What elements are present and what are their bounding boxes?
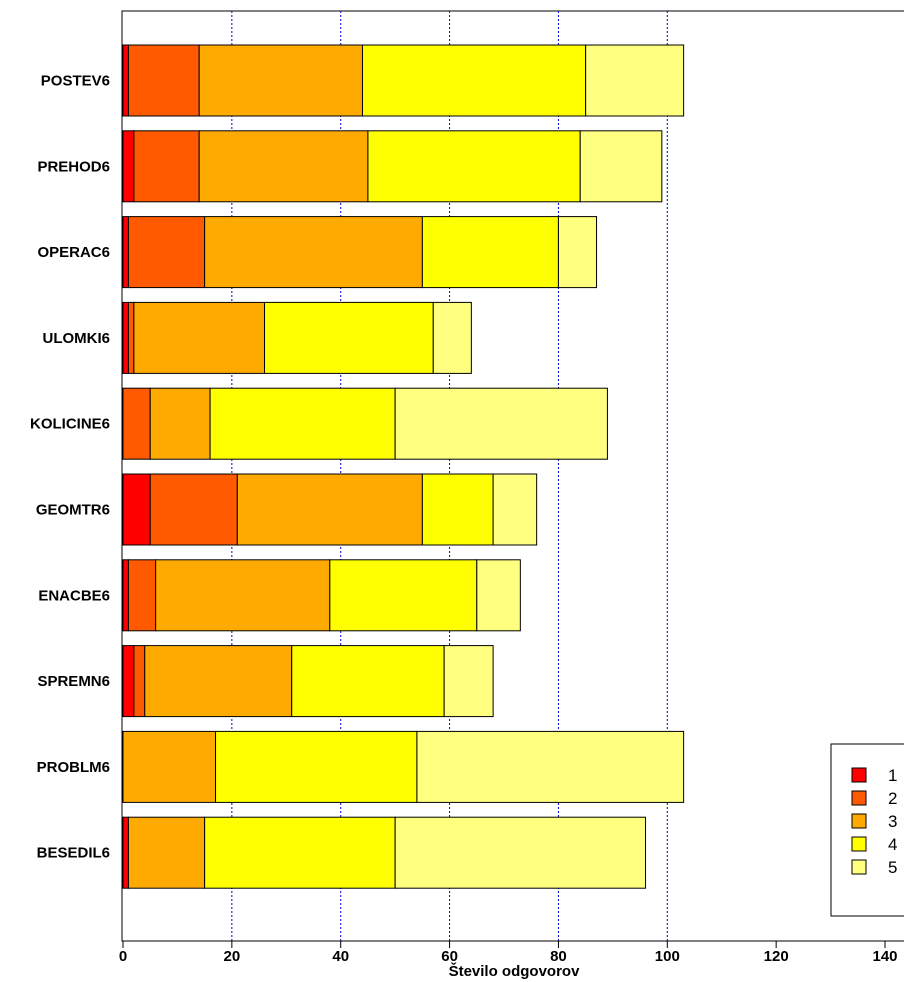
bar-segment-GEOMTR6-3 (236, 473, 423, 546)
x-axis: 0 20 40 60 80 100 120 140 (119, 940, 904, 965)
bar-segment-PROBLM6-5 (416, 730, 685, 803)
bar-segment-BESEDIL6-4 (204, 816, 396, 889)
bar-segment-KOLICINE6-3 (149, 387, 211, 460)
legend-label: 5 (888, 858, 897, 877)
bar-segment-SPREMN6-3 (144, 645, 293, 718)
bar-segment-GEOMTR6-2 (149, 473, 238, 546)
bar-segment-SPREMN6-5 (443, 645, 494, 718)
bar-segment-POSTEV6-4 (361, 44, 587, 117)
bar-segment-ULOMKI6-2 (127, 301, 135, 374)
legend-label: 4 (888, 835, 897, 854)
category-label: KOLICINE6 (30, 416, 110, 433)
bar-segment-PROBLM6-4 (215, 730, 418, 803)
legend-swatch (851, 767, 867, 783)
x-tick-label: 40 (332, 948, 349, 965)
category-labels: POSTEV6 PREHOD6 OPERAC6 ULOMKI6 KOLICINE6 GEO… (30, 73, 110, 862)
bar-segment-POSTEV6-3 (198, 44, 363, 117)
category-label: OPERAC6 (37, 244, 110, 261)
bar-segment-OPERAC6-3 (204, 216, 423, 289)
x-tick-label: 140 (873, 948, 898, 965)
bar-segment-ENACBE6-4 (329, 559, 478, 632)
bar-segment-OPERAC6-4 (421, 216, 559, 289)
category-label: BESEDIL6 (37, 845, 110, 862)
legend-swatch (851, 836, 867, 852)
category-label: ULOMKI6 (43, 330, 111, 347)
legend: 1 2 3 4 5 (830, 743, 904, 917)
bar-segment-GEOMTR6-1 (122, 473, 151, 546)
bar-segment-SPREMN6-4 (291, 645, 445, 718)
category-label: SPREMN6 (37, 673, 110, 690)
bar-segment-PREHOD6-2 (133, 130, 200, 203)
bar-segment-PREHOD6-4 (367, 130, 581, 203)
category-label: PREHOD6 (37, 158, 110, 175)
bar-segment-ENACBE6-2 (127, 559, 157, 632)
bar-segment-ULOMKI6-3 (133, 301, 266, 374)
category-label: ENACBE6 (38, 587, 110, 604)
bar-segment-PREHOD6-1 (122, 130, 135, 203)
bar-segment-ENACBE6-3 (155, 559, 331, 632)
bar-segment-POSTEV6-2 (127, 44, 200, 117)
x-tick-label: 60 (441, 948, 458, 965)
x-axis-title: Število odgovorov (449, 962, 581, 980)
legend-label: 3 (888, 812, 897, 831)
bar-segment-KOLICINE6-5 (394, 387, 608, 460)
bar-segment-OPERAC6-2 (127, 216, 206, 289)
bar-segment-PROBLM6-3 (122, 730, 217, 803)
category-label: PROBLM6 (37, 759, 110, 776)
x-tick-label: 80 (550, 948, 567, 965)
x-tick-label: 20 (224, 948, 241, 965)
legend-swatch (851, 790, 867, 806)
bar-segment-ULOMKI6-4 (264, 301, 434, 374)
bar-segment-GEOMTR6-4 (421, 473, 494, 546)
bar-segment-KOLICINE6-4 (209, 387, 396, 460)
bar-segment-ULOMKI6-1 (122, 301, 129, 374)
bar-segment-ENACBE6-5 (476, 559, 521, 632)
bar-segment-PREHOD6-3 (198, 130, 369, 203)
bar-segment-BESEDIL6-1 (122, 816, 129, 889)
legend-swatch (851, 859, 867, 875)
bar-segment-ULOMKI6-5 (432, 301, 472, 374)
bar-segment-BESEDIL6-5 (394, 816, 647, 889)
category-label: GEOMTR6 (36, 502, 110, 519)
x-tick-label: 0 (119, 948, 127, 965)
bar-segment-GEOMTR6-5 (492, 473, 538, 546)
bar-segment-POSTEV6-1 (122, 44, 129, 117)
bar-segment-BESEDIL6-3 (127, 816, 206, 889)
bar-segment-KOLICINE6-2 (122, 387, 151, 460)
category-label: POSTEV6 (41, 73, 110, 90)
x-tick-label: 120 (764, 948, 789, 965)
bar-segment-SPREMN6-1 (122, 645, 135, 718)
legend-label: 1 (888, 766, 897, 785)
bars (122, 44, 685, 889)
bar-segment-ENACBE6-1 (122, 559, 129, 632)
bar-segment-OPERAC6-1 (122, 216, 129, 289)
legend-swatch (851, 813, 867, 829)
bar-segment-POSTEV6-5 (585, 44, 685, 117)
bar-segment-OPERAC6-5 (557, 216, 598, 289)
bar-segment-SPREMN6-2 (133, 645, 146, 718)
x-tick-label: 100 (655, 948, 680, 965)
legend-label: 2 (888, 789, 897, 808)
legend-box (830, 743, 904, 917)
bar-segment-PREHOD6-5 (579, 130, 663, 203)
